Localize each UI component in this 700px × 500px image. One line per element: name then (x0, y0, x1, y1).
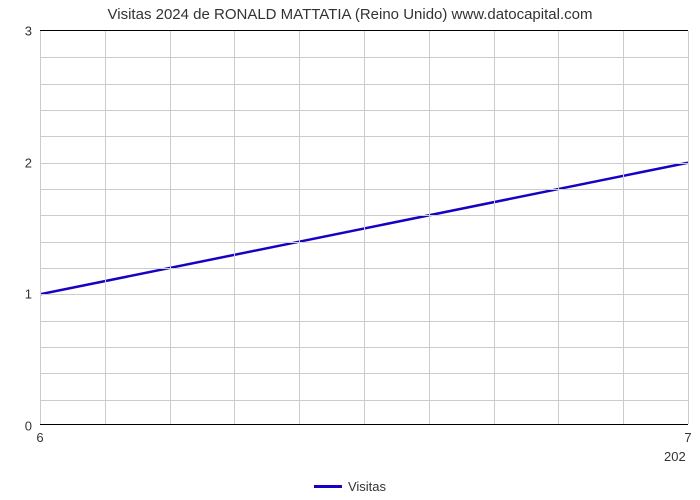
y-tick-label: 2 (25, 155, 40, 170)
grid-line-v (558, 31, 559, 424)
grid-line-v (170, 31, 171, 424)
grid-line-v (40, 31, 41, 424)
chart-title: Visitas 2024 de RONALD MATTATIA (Reino U… (0, 6, 700, 23)
plot-area: 012367 (40, 30, 688, 425)
grid-line-v (429, 31, 430, 424)
x-tick-label: 7 (684, 424, 691, 445)
grid-line-v (105, 31, 106, 424)
grid-line-v (623, 31, 624, 424)
line-chart: Visitas 2024 de RONALD MATTATIA (Reino U… (0, 0, 700, 500)
legend-swatch (314, 485, 342, 488)
y-tick-label: 1 (25, 287, 40, 302)
x-tick-label: 6 (36, 424, 43, 445)
grid-line-v (234, 31, 235, 424)
grid-line-v (364, 31, 365, 424)
legend: Visitas (314, 479, 386, 494)
grid-line-v (299, 31, 300, 424)
legend-label: Visitas (348, 479, 386, 494)
grid-line-v (688, 31, 689, 424)
x-axis-sublabel: 202 (664, 449, 686, 464)
y-tick-label: 3 (25, 24, 40, 39)
grid-line-v (494, 31, 495, 424)
